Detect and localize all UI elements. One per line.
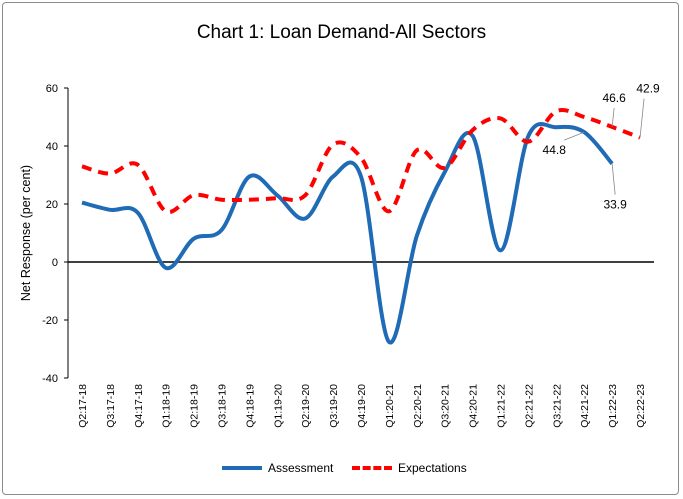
x-tick-label: Q2:19-20 — [300, 384, 312, 428]
chart-frame — [2, 2, 679, 495]
x-tick-label: Q4:19-20 — [356, 384, 368, 428]
y-tick-label: 0 — [52, 257, 58, 269]
chart-legend: Assessment Expectations — [0, 458, 683, 478]
x-tick-label: Q1:19-20 — [272, 384, 284, 428]
x-tick-label: Q1:20-21 — [384, 384, 396, 428]
x-tick-label: Q4:21-22 — [579, 384, 591, 428]
legend-item-expectations: Expectations — [352, 458, 467, 478]
data-label: 44.8 — [543, 143, 567, 157]
x-tick-label: Q3:21-22 — [551, 384, 563, 428]
series-line-assessment — [81, 122, 614, 345]
data-label: 46.6 — [602, 91, 626, 105]
x-tick-label: Q3:20-21 — [440, 384, 452, 428]
chart-title: Chart 1: Loan Demand-All Sectors — [196, 22, 487, 43]
x-tick-label: Q4:20-21 — [468, 384, 480, 428]
x-tick-label: Q3:18-19 — [216, 384, 228, 428]
x-tick-label: Q2:17-18 — [77, 384, 89, 428]
x-tick-label: Q1:22-23 — [607, 384, 619, 428]
y-axis-label: Net Response (per cent) — [19, 165, 33, 301]
legend-label-expectations: Expectations — [398, 461, 467, 475]
data-label-leader — [611, 107, 615, 127]
x-tick-label: Q3:19-20 — [328, 384, 340, 428]
y-tick-label: 40 — [46, 141, 58, 153]
y-tick-label: -20 — [42, 315, 58, 327]
x-tick-label: Q1:21-22 — [496, 384, 508, 428]
data-label: 33.9 — [603, 198, 627, 212]
x-tick-label: Q2:20-21 — [412, 384, 424, 428]
legend-item-assessment: Assessment — [222, 458, 333, 478]
x-tick-label: Q2:18-19 — [189, 384, 201, 428]
series-line-expectations — [81, 108, 641, 215]
data-label: 42.9 — [636, 82, 660, 96]
legend-swatch-assessment — [222, 466, 262, 470]
y-tick-label: -40 — [42, 373, 58, 385]
x-tick-label: Q2:22-23 — [635, 384, 647, 428]
legend-label-assessment: Assessment — [268, 461, 334, 475]
legend-swatch-expectations — [352, 466, 392, 470]
x-tick-label: Q2:21-22 — [523, 384, 535, 428]
x-tick-label: Q1:18-19 — [161, 384, 173, 428]
x-tick-label: Q4:18-19 — [244, 384, 256, 428]
x-tick-label: Q3:17-18 — [105, 384, 117, 428]
y-tick-label: 60 — [46, 83, 58, 95]
data-label-leader — [639, 98, 645, 138]
data-label-leader — [611, 163, 616, 195]
y-tick-label: 20 — [46, 199, 58, 211]
data-label-leader — [564, 131, 585, 141]
x-tick-label: Q4:17-18 — [133, 384, 145, 428]
